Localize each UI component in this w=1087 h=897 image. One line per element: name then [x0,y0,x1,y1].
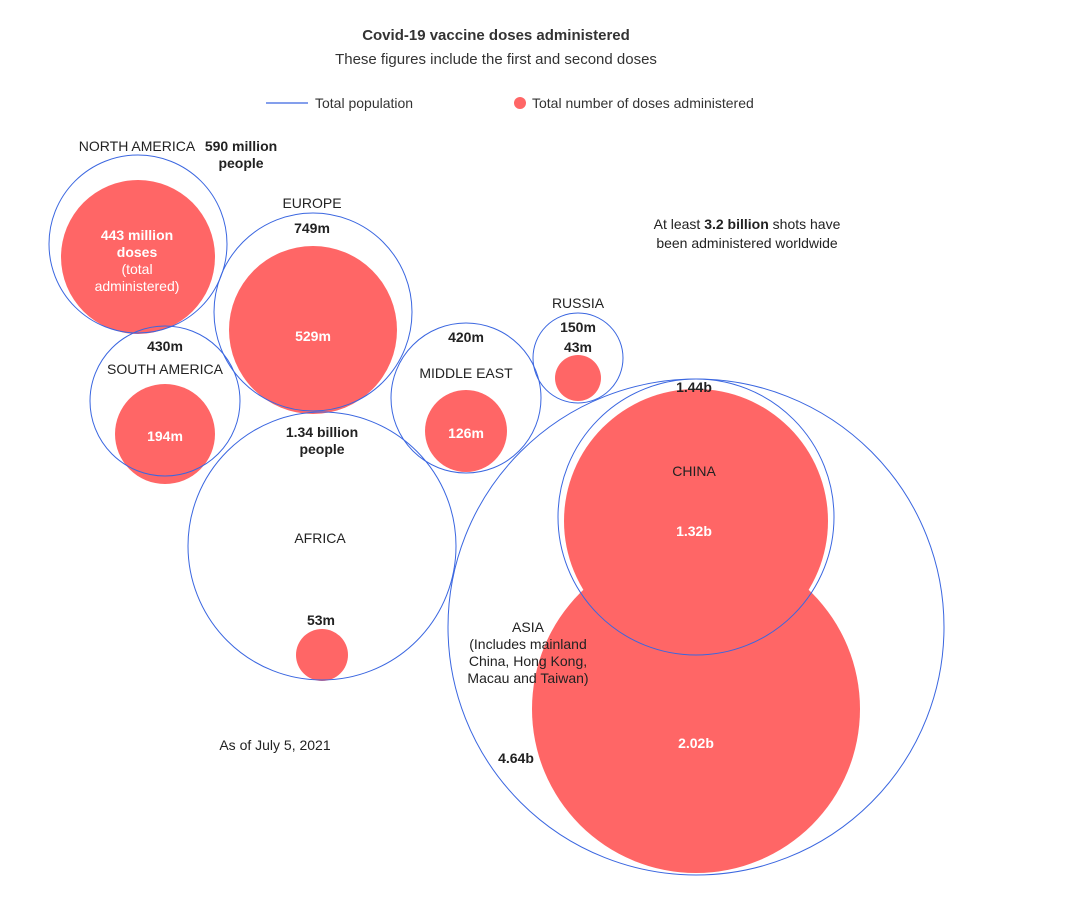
africa-population-circle [187,411,457,681]
russia-doses-label: 43m [564,339,592,355]
north-america-population-circle [48,154,228,334]
middle-east-name-label: MIDDLE EAST [419,365,513,381]
legend-doses-swatch [514,97,526,109]
asia-name-label: ASIA (Includes mainland China, Hong Kong, M… [467,619,588,686]
south-america-population-label: 430m [147,338,183,354]
worldwide-note-suffix: shots have [769,216,841,232]
middle-east-population-circle [390,322,542,474]
middle-east-population-label: 420m [448,329,484,345]
south-america-doses-label: 194m [147,428,183,444]
north-america-doses-circle [61,180,215,334]
africa-doses-circle [296,629,348,681]
china-population-label: 1.44b [676,379,712,395]
china-name-label: CHINA [672,463,716,479]
middle-east-doses-label: 126m [448,425,484,441]
north-america-population-label: 590 million people [205,138,277,171]
europe-doses-circle [229,246,397,414]
russia-population-circle [532,312,624,404]
south-america-doses-circle [115,384,215,484]
legend-doses-label: Total number of doses administered [532,95,754,111]
russia-population-label: 150m [560,319,596,335]
russia-name-label: RUSSIA [552,295,605,311]
north-america-doses-label: 443 million doses (total administered) [95,227,180,294]
europe-name-label: EUROPE [282,195,341,211]
china-doses-label: 1.32b [676,523,712,539]
south-america-population-circle [89,325,241,477]
asia-population-label: 4.64b [498,750,534,766]
worldwide-note-prefix: At least [654,216,705,232]
africa-name-label: AFRICA [294,530,346,546]
europe-population-circle [213,212,413,412]
africa-doses-label: 53m [307,612,335,628]
worldwide-note-line1: At least 3.2 billion shots have [654,216,841,232]
asia-doses-circle [532,545,860,873]
date-note: As of July 5, 2021 [219,737,331,753]
europe-doses-label: 529m [295,328,331,344]
south-america-name-label: SOUTH AMERICA [107,361,224,377]
worldwide-note-highlight: 3.2 billion [704,216,769,232]
legend: Total population Total number of doses a… [266,95,754,111]
asia-doses-label: 2.02b [678,735,714,751]
middle-east-doses-circle [425,390,507,472]
north-america-name-label: NORTH AMERICA [79,138,196,154]
chart-title: Covid-19 vaccine doses administered [362,27,630,44]
europe-population-label: 749m [294,220,330,236]
china-population-circle [557,378,835,656]
worldwide-note-line2: been administered worldwide [656,235,838,251]
russia-doses-circle [555,355,601,401]
bubbles-layer [48,154,945,876]
legend-population-label: Total population [315,95,413,111]
labels-layer: NORTH AMERICA 590 million people 443 millio… [79,138,717,766]
china-doses-circle [564,389,828,653]
chart-subtitle: These figures include the first and seco… [335,51,657,68]
africa-population-label: 1.34 billion people [286,424,358,457]
